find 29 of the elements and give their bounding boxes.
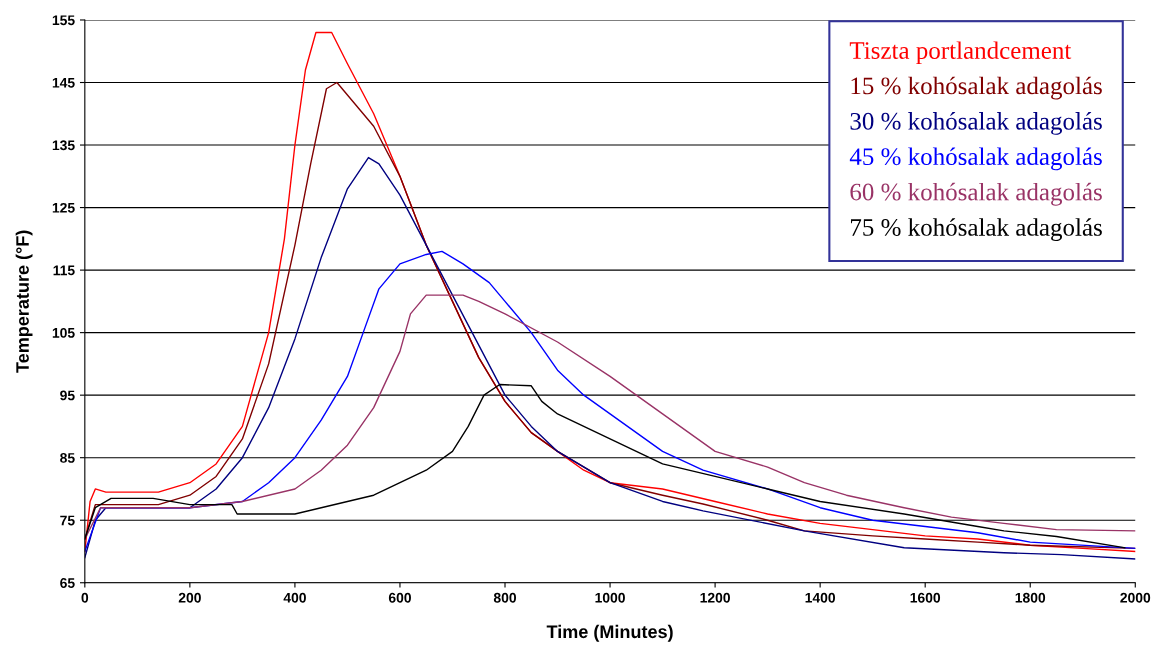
y-tick-label: 85 xyxy=(60,453,75,463)
x-tick-label: 600 xyxy=(388,592,411,603)
y-tick-label: 125 xyxy=(52,202,75,213)
y-tick-label: 115 xyxy=(53,265,75,276)
x-tick-label: 1400 xyxy=(805,592,836,603)
text: 30 % kohósalak adagolás xyxy=(850,112,1102,135)
x-axis-title: Time (Minutes) xyxy=(546,624,673,642)
y-tick-label: 155 xyxy=(52,15,75,26)
x-tick-label: 1200 xyxy=(700,592,730,603)
y-axis-title: Temperature (°F) xyxy=(15,230,33,373)
x-tick-label: 400 xyxy=(283,592,306,603)
y-tick-label: 105 xyxy=(52,327,75,338)
y-tick-label: 135 xyxy=(52,140,75,151)
x-tick-label: 200 xyxy=(178,592,201,603)
text: 45 % kohósalak adagolás xyxy=(849,147,1102,171)
y-tick-label: 95 xyxy=(60,390,75,401)
x-tick-label: 800 xyxy=(493,592,517,603)
y-tick-label: 75 xyxy=(60,515,75,526)
x-tick-label: 1600 xyxy=(910,592,941,603)
x-tick-label: 1000 xyxy=(595,592,625,603)
x-tick-label: 0 xyxy=(81,592,89,603)
text: 60 % kohósalak adagolás xyxy=(850,182,1102,206)
text: 15 % kohósalak adagolás xyxy=(851,76,1102,100)
y-tick-label: 65 xyxy=(60,578,75,588)
text: 75 % kohósalak adagolás xyxy=(851,218,1102,242)
x-tick-label: 2000 xyxy=(1120,592,1151,603)
y-tick-label: 145 xyxy=(52,77,75,88)
text: Tiszta portlandcement xyxy=(849,41,1072,65)
x-tick-label: 1800 xyxy=(1015,592,1046,603)
